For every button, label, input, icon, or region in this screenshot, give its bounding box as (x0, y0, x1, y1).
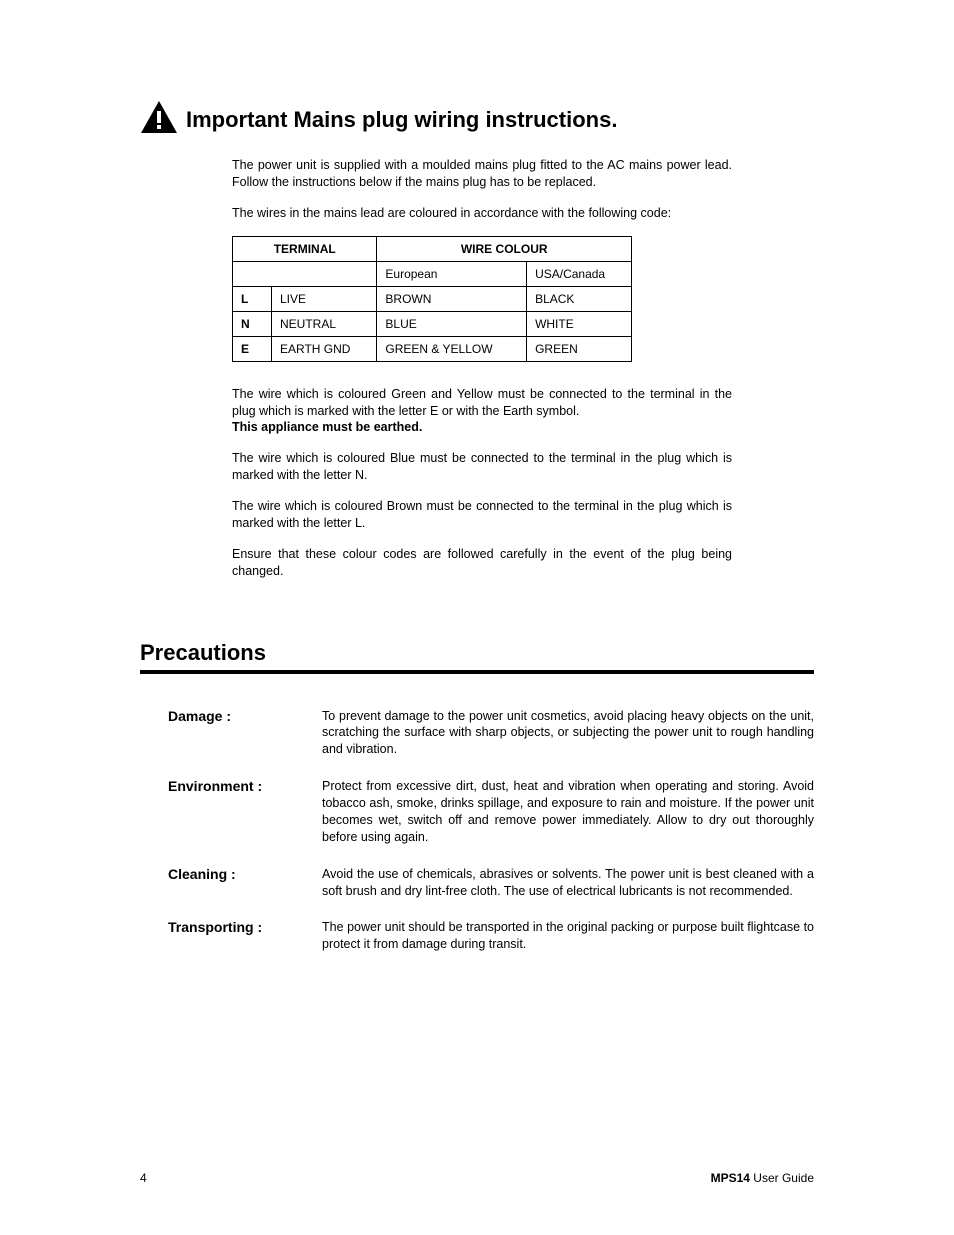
wiring-table: TERMINAL WIRE COLOUR European USA/Canada… (232, 236, 632, 362)
precaution-text: Avoid the use of chemicals, abrasives or… (322, 866, 814, 900)
th-terminal: TERMINAL (233, 236, 377, 261)
table-row: E EARTH GND GREEN & YELLOW GREEN (233, 336, 632, 361)
cell-us: BLACK (527, 286, 632, 311)
footer: 4 MPS14 User Guide (140, 1171, 814, 1185)
divider (140, 670, 814, 674)
para-ensure: Ensure that these colour codes are follo… (232, 546, 732, 580)
precaution-row: Transporting : The power unit should be … (140, 919, 814, 953)
para-earth-text: The wire which is coloured Green and Yel… (232, 387, 732, 418)
table-header-row: TERMINAL WIRE COLOUR (233, 236, 632, 261)
cell-name: NEUTRAL (272, 311, 377, 336)
cell-eu: BLUE (377, 311, 527, 336)
precautions-list: Damage : To prevent damage to the power … (140, 708, 814, 954)
warning-icon (140, 100, 178, 139)
page-number: 4 (140, 1171, 147, 1185)
precaution-row: Damage : To prevent damage to the power … (140, 708, 814, 759)
precaution-text: Protect from excessive dirt, dust, heat … (322, 778, 814, 846)
body-block: The power unit is supplied with a moulde… (232, 157, 732, 580)
section-title-wiring: Important Mains plug wiring instructions… (186, 107, 617, 133)
precaution-label: Transporting : (140, 919, 322, 953)
precaution-label: Cleaning : (140, 866, 322, 900)
cell-code: E (233, 336, 272, 361)
cell-eu: BROWN (377, 286, 527, 311)
table-subheader-row: European USA/Canada (233, 261, 632, 286)
page: Important Mains plug wiring instructions… (0, 0, 954, 1235)
section-title-precautions: Precautions (140, 640, 814, 666)
footer-doc: MPS14 User Guide (711, 1171, 814, 1185)
precaution-text: The power unit should be transported in … (322, 919, 814, 953)
cell-name: LIVE (272, 286, 377, 311)
table-row: L LIVE BROWN BLACK (233, 286, 632, 311)
intro-para-2: The wires in the mains lead are coloured… (232, 205, 732, 222)
para-earth-bold: This appliance must be earthed. (232, 420, 422, 434)
para-live: The wire which is coloured Brown must be… (232, 498, 732, 532)
th-wire-colour: WIRE COLOUR (377, 236, 632, 261)
cell-eu: GREEN & YELLOW (377, 336, 527, 361)
footer-doc-bold: MPS14 (711, 1171, 750, 1185)
para-neutral: The wire which is coloured Blue must be … (232, 450, 732, 484)
th-european: European (377, 261, 527, 286)
precaution-row: Environment : Protect from excessive dir… (140, 778, 814, 846)
th-blank (233, 261, 377, 286)
cell-us: GREEN (527, 336, 632, 361)
para-earth: The wire which is coloured Green and Yel… (232, 386, 732, 437)
footer-doc-rest: User Guide (750, 1171, 814, 1185)
precaution-text: To prevent damage to the power unit cosm… (322, 708, 814, 759)
cell-name: EARTH GND (272, 336, 377, 361)
table-row: N NEUTRAL BLUE WHITE (233, 311, 632, 336)
intro-para-1: The power unit is supplied with a moulde… (232, 157, 732, 191)
th-usa: USA/Canada (527, 261, 632, 286)
cell-us: WHITE (527, 311, 632, 336)
cell-code: N (233, 311, 272, 336)
cell-code: L (233, 286, 272, 311)
precaution-row: Cleaning : Avoid the use of chemicals, a… (140, 866, 814, 900)
title-row: Important Mains plug wiring instructions… (140, 100, 814, 139)
precaution-label: Environment : (140, 778, 322, 846)
precaution-label: Damage : (140, 708, 322, 759)
